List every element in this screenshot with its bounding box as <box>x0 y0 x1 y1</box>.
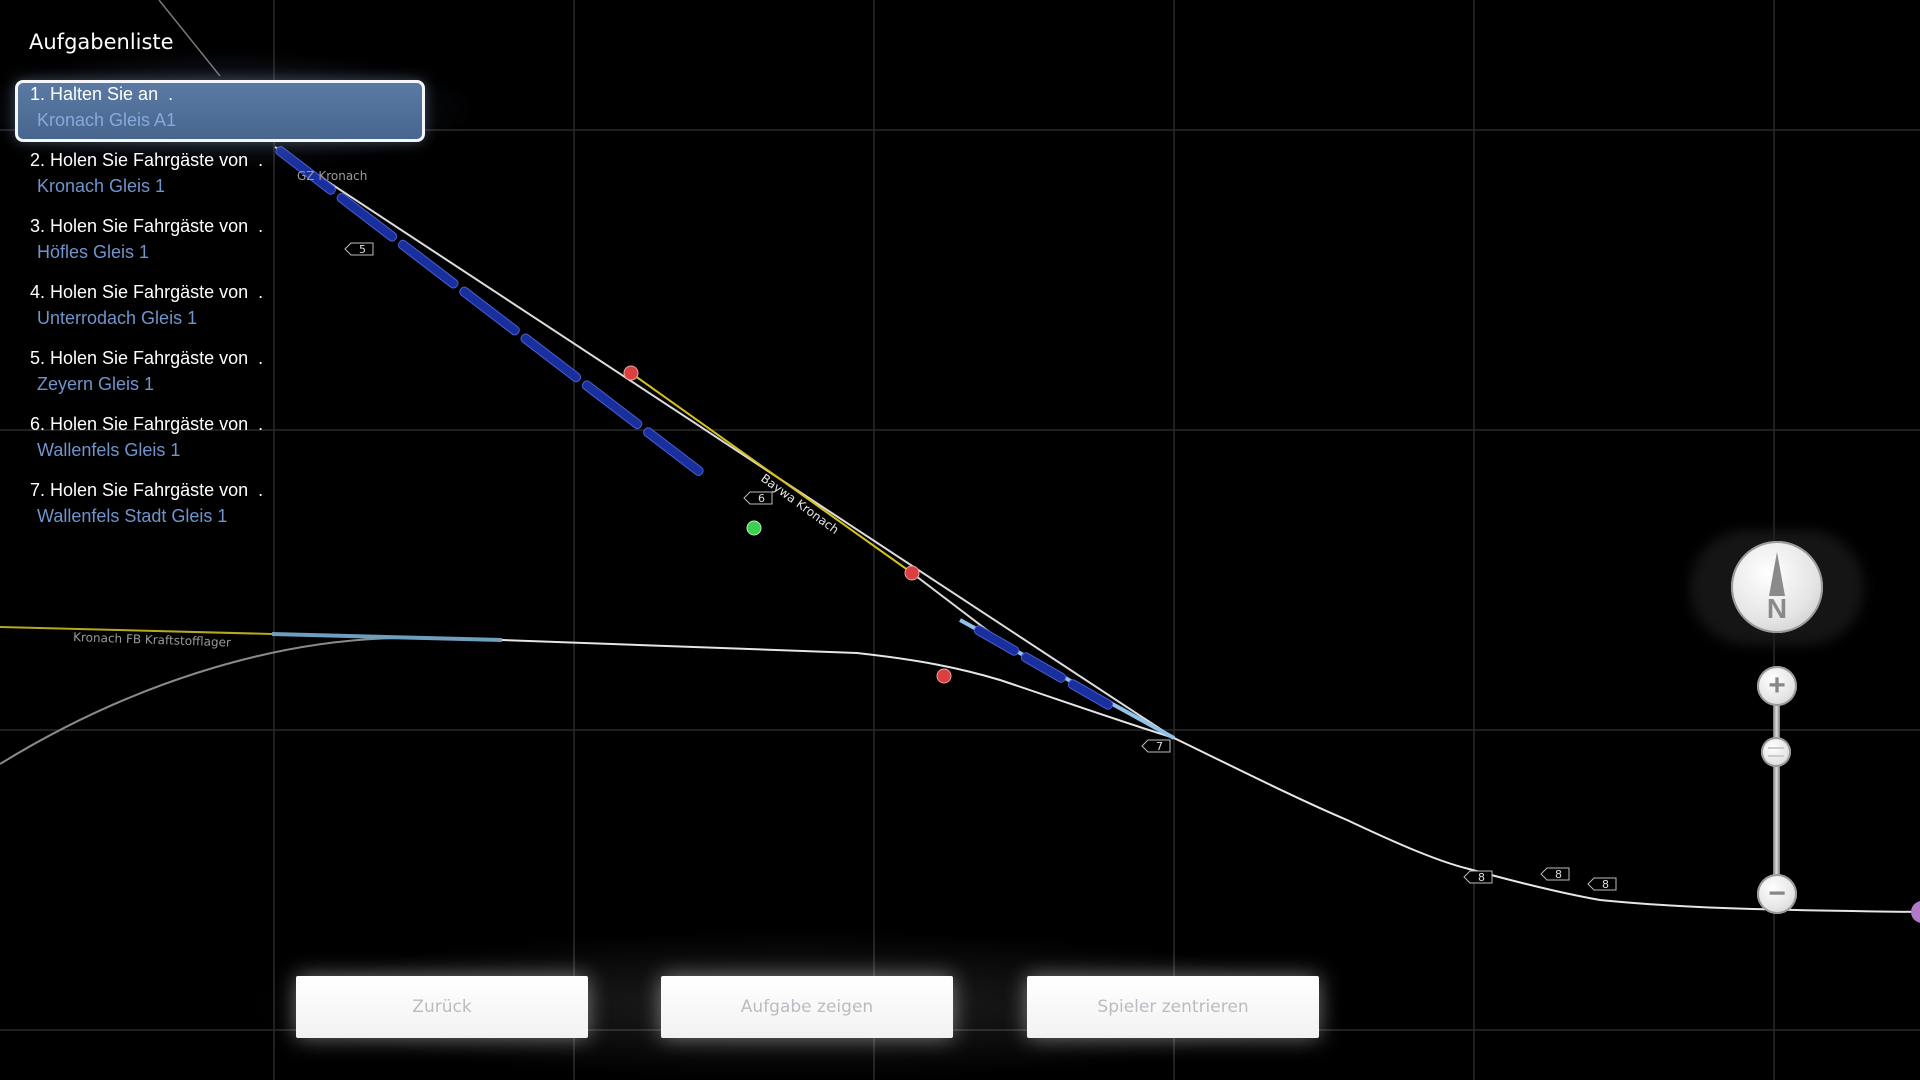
train-car[interactable] <box>274 145 337 196</box>
zoom-track[interactable] <box>1773 700 1780 880</box>
train-car[interactable] <box>397 239 460 290</box>
task-item[interactable]: 5. Holen Sie Fahrgäste von . Zeyern Gleis… <box>15 344 425 406</box>
track-diagonal <box>274 146 1175 739</box>
task-location: Kronach Gleis A1 <box>37 110 177 130</box>
signal-marker: 8 <box>1540 867 1570 881</box>
minus-icon: − <box>1768 877 1786 910</box>
task-action: 4. Holen Sie Fahrgäste von . <box>30 282 264 302</box>
task-list-title: Aufgabenliste <box>29 30 174 54</box>
task-item[interactable]: 1. Halten Sie an . Kronach Gleis A1 <box>15 80 425 142</box>
center-player-button[interactable]: Spieler zentrieren <box>1027 976 1319 1038</box>
show-task-button[interactable]: Aufgabe zeigen <box>661 976 953 1038</box>
label-kraftstofflager: Kronach FB Kraftstofflager <box>73 630 231 650</box>
signal-marker: 8 <box>1587 877 1617 891</box>
red-marker[interactable] <box>623 365 639 381</box>
compass-button[interactable]: N <box>1731 541 1823 633</box>
signal-marker: 8 <box>1463 870 1493 884</box>
signal-number: 8 <box>1478 871 1485 884</box>
task-action: 6. Holen Sie Fahrgäste von . <box>30 414 264 434</box>
task-item[interactable]: 3. Holen Sie Fahrgäste von . Höfles Gleis… <box>15 212 425 274</box>
train-car[interactable] <box>336 192 399 243</box>
signal-marker: 5 <box>344 242 374 256</box>
track-curve-gray <box>0 636 417 765</box>
task-location: Wallenfels Gleis 1 <box>37 440 181 460</box>
track-thin-gray <box>158 0 221 77</box>
task-item[interactable]: 6. Holen Sie Fahrgäste von . Wallenfels G… <box>15 410 425 472</box>
train-car[interactable] <box>458 286 521 337</box>
signal-number: 6 <box>758 492 765 505</box>
track-siding-yellow-left <box>0 626 273 635</box>
task-location: Unterrodach Gleis 1 <box>37 308 198 328</box>
player-train[interactable] <box>274 145 1114 711</box>
task-action: 1. Halten Sie an . <box>30 84 174 104</box>
task-item[interactable]: 7. Holen Sie Fahrgäste von . Wallenfels S… <box>15 476 425 538</box>
green-marker[interactable] <box>746 520 762 536</box>
track-main <box>501 639 1920 913</box>
train-car[interactable] <box>973 624 1020 656</box>
task-location: Zeyern Gleis 1 <box>37 374 155 394</box>
signal-marker: 6 <box>743 491 773 505</box>
train-car[interactable] <box>1020 651 1067 683</box>
purple-marker[interactable] <box>1911 901 1920 923</box>
back-button[interactable]: Zurück <box>296 976 588 1038</box>
signal-number: 7 <box>1156 740 1163 753</box>
task-item[interactable]: 4. Holen Sie Fahrgäste von . Unterrodach … <box>15 278 425 340</box>
task-action: 5. Holen Sie Fahrgäste von . <box>30 348 264 368</box>
north-arrow-icon <box>1769 552 1785 596</box>
train-car[interactable] <box>519 332 582 383</box>
task-location: Kronach Gleis 1 <box>37 176 166 196</box>
signal-markers: 5 6 7 8 8 8 <box>344 242 1617 891</box>
signal-number: 5 <box>359 243 366 256</box>
zoom-out-button[interactable]: − <box>1757 874 1797 914</box>
train-car[interactable] <box>1067 678 1114 710</box>
train-car[interactable] <box>642 426 705 477</box>
train-car[interactable] <box>581 379 644 430</box>
task-location: Wallenfels Stadt Gleis 1 <box>37 506 228 526</box>
track-highlight-left <box>271 632 503 642</box>
grip-icon <box>1768 747 1784 757</box>
zoom-in-button[interactable]: + <box>1757 666 1797 706</box>
compass-label: N <box>1766 593 1788 624</box>
plus-icon: + <box>1768 669 1786 702</box>
zoom-slider-handle[interactable] <box>1761 737 1791 767</box>
task-action: 2. Holen Sie Fahrgäste von . <box>30 150 264 170</box>
red-marker[interactable] <box>904 565 920 581</box>
signal-number: 8 <box>1602 878 1609 891</box>
task-location: Höfles Gleis 1 <box>37 242 150 262</box>
signal-marker: 7 <box>1141 739 1171 753</box>
red-marker[interactable] <box>936 668 952 684</box>
signal-number: 8 <box>1555 868 1562 881</box>
task-item[interactable]: 2. Holen Sie Fahrgäste von . Kronach Glei… <box>15 146 425 208</box>
track-siding-baywa <box>630 372 913 574</box>
task-action: 7. Holen Sie Fahrgäste von . <box>30 480 264 500</box>
label-gz-kronach: GZ Kronach <box>297 169 367 183</box>
task-action: 3. Holen Sie Fahrgäste von . <box>30 216 264 236</box>
